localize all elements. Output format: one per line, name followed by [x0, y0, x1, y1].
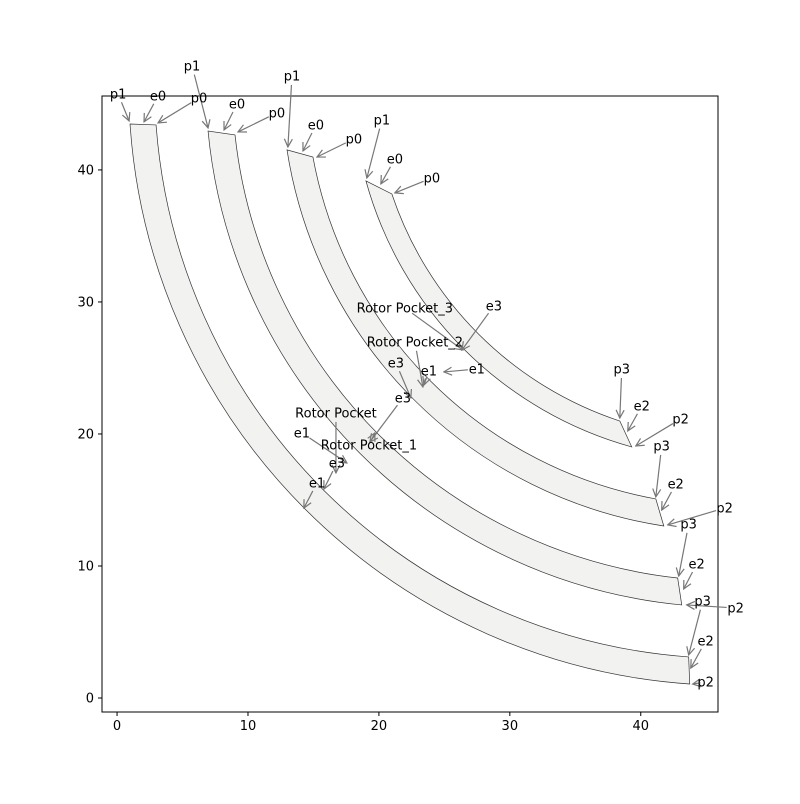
- annotation-label: p3: [680, 518, 697, 533]
- annotation-label: Rotor Pocket_1: [321, 438, 417, 453]
- rotor-pocket-shape-0: [129, 123, 691, 685]
- rotor-pocket-shape-3: [365, 180, 633, 448]
- y-tick-label: 30: [77, 295, 94, 310]
- annotation-arrow: [411, 312, 463, 350]
- annotation-label: e0: [387, 152, 403, 167]
- x-tick-label: 10: [240, 719, 257, 734]
- annotation-label: e1: [294, 426, 310, 441]
- y-tick-label: 0: [86, 692, 94, 707]
- annotation-label: Rotor Pocket: [295, 406, 377, 421]
- annotations-layer: Rotor Pocket_1 Rotor Pocket_2 Rotor Pocket…: [110, 59, 744, 690]
- annotation-arrow: [628, 413, 638, 431]
- annotation-label: e2: [698, 634, 714, 649]
- annotation-arrow: [691, 648, 702, 668]
- annotation-label: e0: [229, 97, 245, 112]
- y-tick-label: 10: [77, 559, 94, 574]
- annotation-label: e3: [329, 457, 345, 472]
- x-tick-label: 40: [632, 719, 649, 734]
- annotation-label: e1: [469, 363, 485, 378]
- y-tick-label: 40: [77, 163, 94, 178]
- annotation-label: p3: [653, 439, 670, 454]
- annotation-arrow: [381, 166, 391, 184]
- annotation-arrow: [668, 510, 717, 525]
- annotation-arrow: [303, 132, 313, 151]
- annotation-label: e1: [421, 364, 437, 379]
- annotation-label: p0: [424, 171, 441, 186]
- annotation-arrow: [693, 683, 701, 684]
- annotation-arrow: [224, 111, 234, 130]
- annotation-arrow: [684, 571, 694, 589]
- annotation-label: e2: [689, 558, 705, 573]
- annotation-arrow: [662, 491, 672, 510]
- annotation-label: p1: [184, 59, 201, 74]
- annotation-arrow: [444, 370, 468, 372]
- annotation-label: p3: [694, 594, 711, 609]
- rotor-pocket-shape-2: [286, 149, 665, 527]
- annotation-label: p2: [727, 601, 744, 616]
- annotation-arrow: [462, 312, 490, 350]
- annotation-arrow: [687, 605, 727, 607]
- annotation-label: e2: [634, 399, 650, 414]
- annotation-arrow: [309, 437, 347, 463]
- x-tick-label: 0: [113, 719, 121, 734]
- annotation-label: p1: [110, 87, 127, 102]
- annotation-arrow: [144, 103, 155, 122]
- pockets-layer: [129, 123, 691, 685]
- annotation-arrow: [679, 532, 688, 576]
- annotation-label: e3: [388, 356, 404, 371]
- annotation-label: e3: [395, 391, 411, 406]
- annotation-arrow: [317, 142, 347, 157]
- annotation-arrows-layer: [120, 74, 727, 684]
- annotation-label: p2: [672, 412, 689, 427]
- axes-frame: [101, 95, 719, 713]
- annotation-label: p1: [284, 69, 301, 84]
- rotor-pocket-shape-1: [207, 130, 683, 606]
- annotation-arrow: [398, 371, 410, 398]
- annotation-arrow: [656, 454, 662, 497]
- annotation-arrow: [620, 377, 622, 418]
- annotation-label: Rotor Pocket_3: [357, 301, 453, 316]
- annotation-label: p2: [716, 502, 733, 517]
- annotation-label: e1: [309, 476, 325, 491]
- annotation-label: p3: [614, 363, 631, 378]
- annotation-arrow: [158, 102, 192, 123]
- annotation-label: p2: [697, 676, 714, 691]
- annotation-arrow: [324, 470, 334, 489]
- annotation-label: p0: [346, 132, 363, 147]
- annotation-arrow: [424, 377, 427, 385]
- annotation-label: e2: [668, 478, 684, 493]
- annotation-arrow: [636, 423, 674, 446]
- annotation-arrow: [238, 116, 270, 132]
- annotation-arrow: [689, 609, 702, 655]
- x-tick-label: 20: [371, 719, 388, 734]
- x-tick-label: 30: [502, 719, 519, 734]
- annotation-label: e0: [150, 89, 166, 104]
- annotation-label: p0: [191, 91, 208, 106]
- annotation-label: p0: [269, 106, 286, 121]
- annotation-arrow: [395, 180, 424, 193]
- annotation-arrow: [288, 84, 292, 147]
- axis-ticks: 0 10 20 30 40 0 10 20 30 40: [77, 163, 649, 734]
- annotation-arrow: [367, 128, 381, 178]
- annotation-label: p1: [374, 113, 391, 128]
- annotation-label: e0: [308, 118, 324, 133]
- y-tick-label: 20: [77, 427, 94, 442]
- annotation-label: e3: [486, 299, 502, 314]
- annotation-label: Rotor Pocket_2: [367, 335, 463, 350]
- annotation-arrow: [415, 350, 422, 387]
- annotation-arrow: [304, 490, 314, 508]
- annotation-arrow: [120, 101, 129, 121]
- annotation-arrow: [370, 404, 398, 442]
- annotation-arrow: [193, 74, 208, 128]
